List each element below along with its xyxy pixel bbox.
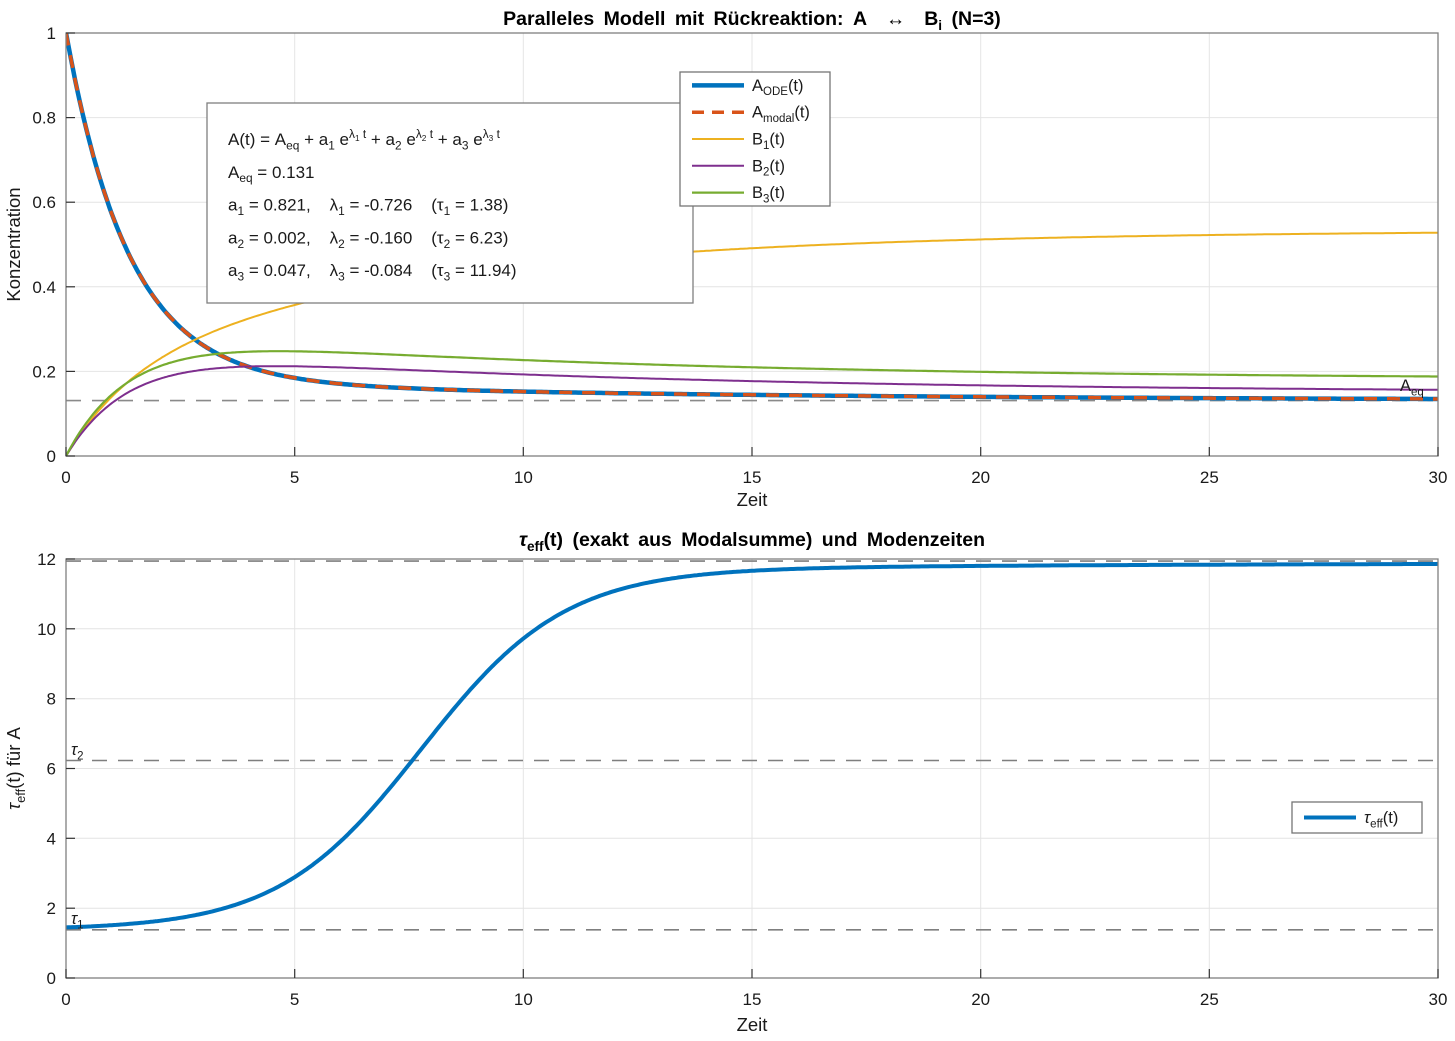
- y-axis-label: τeff(t) für A: [3, 726, 28, 809]
- annotation-line: A(t) = Aeq + a1 eλ1 t + a2 eλ2 t + a3 eλ…: [228, 127, 501, 153]
- legend-label: Amodal(t): [752, 104, 810, 125]
- x-tick-label: 5: [290, 468, 299, 487]
- legend: [1291, 801, 1423, 834]
- x-axis-label: Zeit: [737, 1014, 768, 1035]
- legend-label: τeff(t): [1364, 809, 1398, 830]
- x-tick-label: 20: [971, 468, 990, 487]
- y-tick-label: 2: [47, 899, 56, 918]
- x-tick-label: 15: [743, 468, 762, 487]
- x-axis-label: Zeit: [737, 489, 768, 510]
- y-tick-label: 0.8: [32, 109, 56, 128]
- y-tick-label: 1: [47, 24, 56, 43]
- y-tick-label: 0.2: [32, 362, 56, 381]
- legend-label: AODE(t): [752, 77, 804, 98]
- x-tick-label: 0: [61, 468, 70, 487]
- x-tick-label: 30: [1429, 468, 1448, 487]
- x-tick-label: 10: [514, 468, 533, 487]
- x-tick-label: 25: [1200, 468, 1219, 487]
- legend: [679, 71, 831, 207]
- curve-tau-eff: [66, 561, 1438, 930]
- x-tick-label: 0: [61, 990, 70, 1009]
- x-tick-label: 30: [1429, 990, 1448, 1009]
- y-tick-label: 12: [37, 550, 56, 569]
- annotation-line: a2 = 0.002, λ2 = -0.160 (τ2 = 6.23): [228, 228, 508, 250]
- aeq-label: Aeq: [1400, 377, 1424, 398]
- top-plot-title: Paralleles Modell mit Rückreaktion: A ↔ …: [503, 8, 1001, 33]
- y-tick-label: 6: [47, 760, 56, 779]
- legend-label: B1(t): [752, 131, 785, 152]
- x-tick-label: 25: [1200, 990, 1219, 1009]
- annotation-line: Aeq = 0.131: [228, 163, 315, 185]
- y-tick-label: 0.6: [32, 193, 56, 212]
- top-plot: [65, 32, 1439, 457]
- y-tick-label: 8: [47, 690, 56, 709]
- annotation-line: a3 = 0.047, λ3 = -0.084 (τ3 = 11.94): [228, 261, 517, 283]
- y-tick-label: 4: [47, 829, 56, 848]
- tau1-label: τ1: [71, 910, 84, 931]
- x-tick-label: 15: [743, 990, 762, 1009]
- tau2-label: τ2: [71, 741, 84, 762]
- bottom-plot-title: τeff(t) (exakt aus Modalsumme) und Moden…: [519, 529, 985, 554]
- x-tick-label: 10: [514, 990, 533, 1009]
- y-tick-label: 0: [47, 969, 56, 988]
- curve-a-modal: [66, 33, 1438, 401]
- x-tick-label: 5: [290, 990, 299, 1009]
- curve-b3: [66, 350, 1438, 456]
- annotation-line: a1 = 0.821, λ1 = -0.726 (τ1 = 1.38): [228, 196, 508, 218]
- legend-label: B3(t): [752, 184, 785, 205]
- x-tick-label: 20: [971, 990, 990, 1009]
- curve-b2: [66, 365, 1438, 456]
- legend-label: B2(t): [752, 157, 785, 178]
- curve-b1: [66, 231, 1438, 456]
- y-tick-label: 0: [47, 447, 56, 466]
- y-tick-label: 0.4: [32, 278, 56, 297]
- y-tick-label: 10: [37, 620, 56, 639]
- bottom-plot: [65, 558, 1439, 979]
- y-axis-label: Konzentration: [3, 187, 24, 301]
